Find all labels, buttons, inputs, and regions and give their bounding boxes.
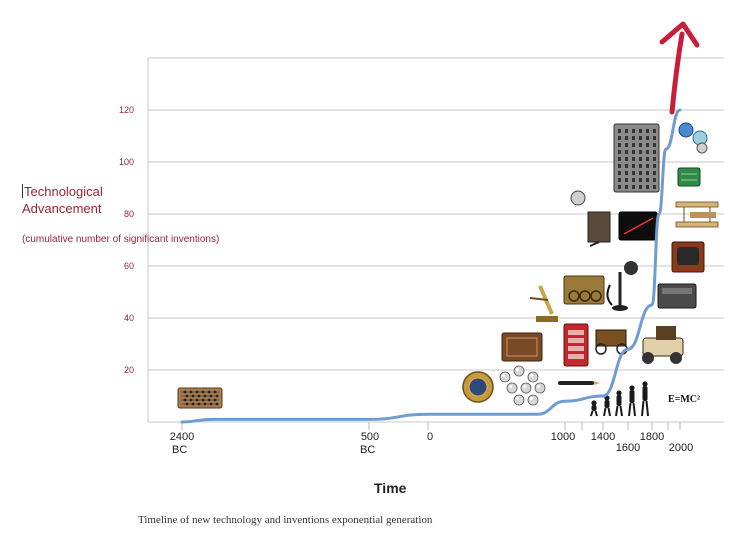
telephone-icon [606,261,638,311]
steam-engine-icon [563,275,605,305]
x-tick-label: 1000 [551,431,575,443]
x-tick-label: 2400 [170,431,194,443]
x-tick-label: 2000 [669,442,693,454]
formula-label: E=MC² [668,394,700,405]
x-tick-label: 0 [427,431,433,443]
camera-icon [570,190,611,247]
evolution-icon [590,381,649,417]
figure-caption: Timeline of new technology and invention… [138,514,433,526]
y-tick-label: 20 [124,365,134,375]
old-car-icon [595,329,628,355]
circuit-board-icon [677,167,701,187]
laser-icon [618,211,658,241]
y-tick-label: 60 [124,261,134,271]
y-tick-labels: 20 40 60 80 100 120 [119,105,134,375]
text-cursor [22,184,23,198]
bearings-icon [499,365,546,406]
airplane-icon [675,201,719,228]
x-tick-label: 1600 [616,442,640,454]
y-axis-note: (cumulative number of significant invent… [22,234,220,245]
x-tick-label-era: BC [360,444,375,456]
vintage-car-icon [642,326,684,364]
television-icon [671,241,705,273]
x-tick-label: 1400 [591,431,615,443]
gridlines [147,57,724,423]
computer-icon [657,283,697,309]
series-line [180,108,682,424]
book-icon [501,332,543,362]
globe-icon [678,122,708,154]
arrow-shaft [669,31,685,115]
y-axis-label-text: Technological Advancement [22,184,103,216]
building-icon [613,123,660,193]
x-tick-label: 1800 [640,431,664,443]
y-tick-label: 80 [124,209,134,219]
y-tick-label: 100 [119,157,134,167]
invention-illustrations: E=MC² [177,122,719,417]
microscope-icon [529,285,558,322]
x-axis-label: Time [374,480,407,496]
x-tick-label-era: BC [172,444,187,456]
y-axis-label: Technological Advancement [22,183,103,217]
x-tick-label: 500 [361,431,379,443]
abacus-icon [177,387,223,409]
arrow-head [659,21,700,48]
pen-icon [558,381,600,385]
y-tick-label: 120 [119,105,134,115]
astrolabe-icon [462,371,494,403]
y-tick-label: 40 [124,313,134,323]
growth-arrow [659,21,700,115]
phone-booth-icon [563,323,589,367]
